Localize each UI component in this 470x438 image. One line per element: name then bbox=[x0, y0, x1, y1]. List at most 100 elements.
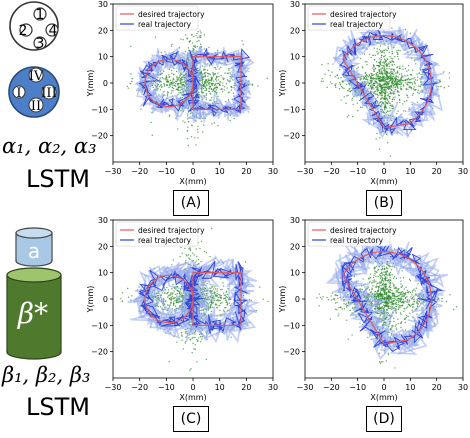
scatter-point bbox=[177, 128, 179, 130]
scatter-point bbox=[168, 84, 171, 87]
scatter-point bbox=[383, 271, 385, 273]
scatter-point bbox=[130, 45, 132, 48]
scatter-point bbox=[419, 85, 422, 88]
scatter-point bbox=[202, 91, 204, 94]
scatter-point bbox=[392, 307, 394, 309]
scatter-point bbox=[383, 275, 386, 277]
scatter-point bbox=[403, 75, 405, 77]
scatter-point bbox=[168, 68, 171, 71]
cylinder-beta: β* bbox=[6, 267, 62, 360]
scatter-point bbox=[383, 286, 385, 288]
scatter-point bbox=[189, 40, 192, 42]
scatter-point bbox=[197, 125, 199, 128]
scatter-point bbox=[370, 290, 372, 292]
scatter-point bbox=[388, 67, 390, 70]
scatter-point bbox=[347, 294, 349, 296]
scatter-point bbox=[193, 35, 195, 38]
scatter-point bbox=[383, 106, 386, 108]
scatter-point bbox=[368, 282, 371, 284]
scatter-point bbox=[212, 82, 215, 85]
scatter-point bbox=[376, 295, 379, 297]
scatter-point bbox=[375, 81, 377, 83]
scatter-point bbox=[184, 247, 186, 250]
scatter-point bbox=[321, 78, 324, 80]
scatter-point bbox=[388, 72, 390, 75]
scatter-point bbox=[391, 326, 393, 328]
scatter-point bbox=[223, 297, 226, 299]
scatter-point bbox=[233, 117, 235, 120]
scatter-point bbox=[364, 286, 366, 288]
scatter-point bbox=[155, 296, 157, 299]
y-tick-label: 20 bbox=[290, 26, 300, 35]
scatter-point bbox=[205, 251, 208, 254]
scatter-point bbox=[362, 278, 364, 280]
scatter-point bbox=[348, 88, 350, 90]
scatter-point bbox=[222, 285, 225, 287]
scatter-point bbox=[158, 81, 161, 84]
scatter-point bbox=[448, 85, 450, 87]
scatter-point bbox=[407, 74, 409, 77]
scatter-point bbox=[129, 82, 132, 85]
scatter-point bbox=[383, 268, 386, 271]
scatter-point bbox=[402, 277, 405, 279]
scatter-point bbox=[385, 85, 388, 87]
scatter-point bbox=[395, 305, 397, 308]
scatter-point bbox=[212, 75, 215, 77]
scatter-point bbox=[197, 137, 199, 139]
scatter-point bbox=[387, 267, 389, 270]
scatter-point bbox=[348, 90, 350, 92]
scatter-point bbox=[389, 291, 392, 293]
scatter-point bbox=[374, 296, 376, 298]
scatter-point bbox=[212, 71, 214, 74]
scatter-point bbox=[172, 304, 175, 306]
scatter-point bbox=[204, 74, 206, 77]
scatter-point bbox=[212, 306, 214, 308]
scatter-point bbox=[164, 77, 167, 79]
scatter-point bbox=[379, 101, 381, 104]
scatter-point bbox=[392, 304, 394, 306]
scatter-point bbox=[367, 82, 370, 84]
scatter-point bbox=[390, 109, 392, 112]
scatter-point bbox=[388, 292, 390, 294]
scatter-point bbox=[390, 70, 392, 72]
scatter-point bbox=[334, 76, 336, 78]
scatter-point bbox=[416, 73, 418, 75]
scatter-point bbox=[340, 306, 342, 309]
scatter-point bbox=[408, 86, 410, 89]
scatter-point bbox=[330, 295, 332, 297]
scatter-point bbox=[388, 280, 390, 282]
scatter-point bbox=[322, 80, 324, 82]
scatter-point bbox=[380, 59, 383, 61]
scatter-point bbox=[348, 115, 350, 117]
scatter-point bbox=[207, 75, 209, 77]
scatter-point bbox=[386, 291, 388, 294]
scatter-point bbox=[389, 284, 391, 287]
scatter-point bbox=[378, 148, 381, 150]
alpha-params: α₁, α₂, α₃ bbox=[2, 134, 97, 158]
scatter-point bbox=[130, 73, 132, 75]
scatter-point bbox=[445, 300, 448, 303]
scatter-point bbox=[390, 92, 392, 94]
scatter-point bbox=[214, 83, 216, 86]
y-axis-label: Y(mm) bbox=[278, 286, 287, 314]
scatter-point bbox=[389, 286, 392, 289]
scatter-point bbox=[392, 75, 394, 78]
scatter-point bbox=[391, 83, 393, 85]
scatter-point bbox=[383, 267, 386, 270]
y-tick-label: 10 bbox=[98, 269, 108, 278]
scatter-point bbox=[204, 79, 207, 81]
scatter-point bbox=[209, 295, 211, 298]
scatter-point bbox=[387, 306, 389, 308]
scatter-point bbox=[214, 288, 217, 290]
scatter-point bbox=[375, 295, 377, 298]
scatter-point bbox=[386, 316, 388, 319]
scatter-point bbox=[216, 299, 219, 301]
scatter-point bbox=[189, 369, 191, 371]
scatter-point bbox=[400, 322, 402, 324]
scatter-point bbox=[389, 271, 392, 274]
scatter-point bbox=[377, 289, 380, 291]
scatter-point bbox=[379, 281, 381, 283]
scatter-point bbox=[396, 81, 399, 83]
scatter-point bbox=[378, 312, 380, 315]
